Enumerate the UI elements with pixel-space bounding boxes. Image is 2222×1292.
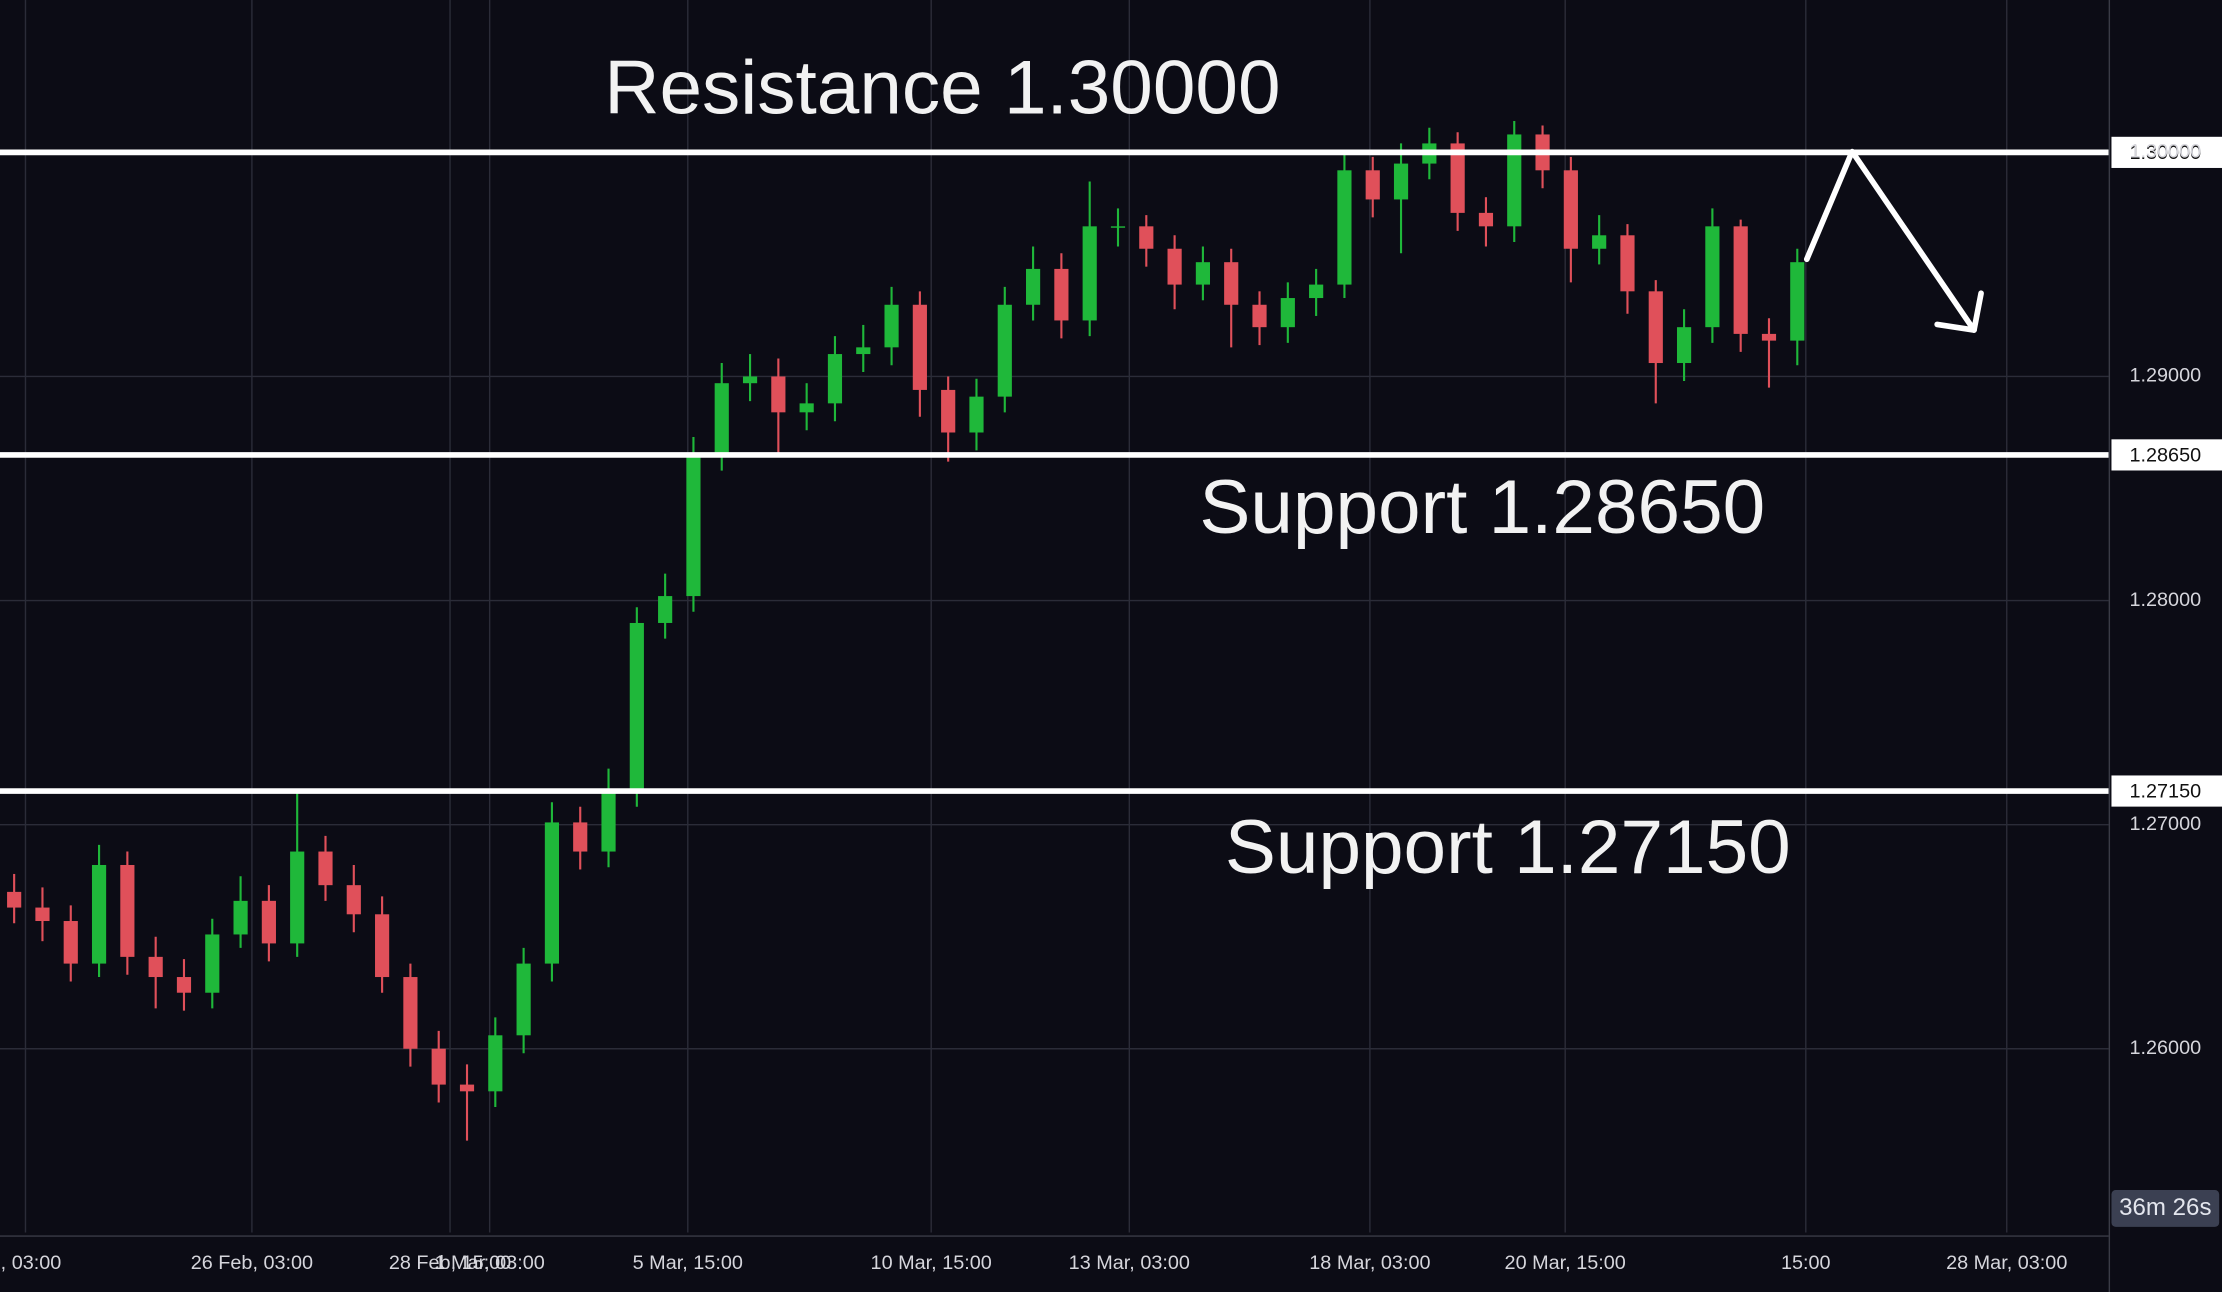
candle-body [544,822,560,964]
x-tick-label: 10 Mar, 15:00 [871,1252,992,1274]
projection-arrow [1803,148,1984,333]
candles [7,121,1805,1141]
candle-body [1082,226,1097,321]
candle-body [261,900,276,944]
candle-body [884,304,899,348]
candle-body [714,383,729,455]
candle-body [1280,298,1295,328]
level-annotation: Resistance 1.30000 [604,46,1280,131]
candle-body [1195,262,1210,285]
candle-body [1592,235,1607,249]
candle-body [1450,143,1465,213]
candle-body [459,1084,475,1092]
candle-body [1337,170,1352,285]
countdown-label: 36m 26s [2119,1194,2211,1221]
axes: 1.26000 1.27000 1.28000 1.29000 1.30000 b, 03… [0,141,2201,1274]
level-annotation: Support 1.28650 [1199,465,1765,550]
candle-body [1761,333,1777,341]
candle-body [1393,163,1409,200]
x-tick-label: b, 03:00 [0,1252,61,1274]
x-tick-label: 28 Feb, 15:00 [389,1252,511,1274]
candle-body [7,891,22,908]
y-tick-label: 1.29000 [2129,365,2201,387]
x-tick-label: 20 Mar, 15:00 [1505,1252,1626,1274]
countdown: 36m 26s [2111,1190,2220,1227]
candle-body [1733,226,1748,334]
candle-body [1705,226,1720,328]
arrow-head [1934,290,1984,333]
candle-body [516,963,531,1036]
candle-body [1026,268,1041,305]
x-tick-label: 26 Feb, 03:00 [191,1252,313,1274]
candle-body [827,354,843,404]
y-tick-label: 1.26000 [2129,1037,2201,1059]
candle-body [205,934,220,993]
candle-body [35,907,50,922]
candle-body [488,1035,503,1092]
level-tag [2111,439,2222,471]
level-tag [2111,775,2222,807]
level-tag [2111,136,2222,168]
candle-body [346,885,361,915]
candle-body [686,454,701,597]
candle-body [1507,134,1522,227]
candle-body [318,851,333,886]
candle-body [997,304,1012,397]
x-tick-label: 28 Mar, 03:00 [1946,1252,2067,1274]
candle-body [1252,304,1267,328]
candle-body [176,977,192,993]
candle-body [629,622,644,794]
candle-body [742,376,758,384]
candle-body [1167,248,1182,285]
y-tick-label: 1.30000 [2129,141,2201,163]
x-tick-label: 5 Mar, 15:00 [633,1252,743,1274]
candle-body [431,1048,446,1085]
x-tick-label: 13 Mar, 03:00 [1069,1252,1190,1274]
y-tick-label: 1.28000 [2129,589,2201,611]
candle-body [1054,268,1069,321]
x-tick-label: 18 Mar, 03:00 [1309,1252,1430,1274]
candle-body [1309,284,1324,299]
candle-body [1563,170,1578,249]
candle-body [969,396,984,433]
candle-body [148,956,163,978]
candle-body [375,914,390,978]
candle-body [233,900,248,935]
candle-body [290,851,305,944]
candle-body [1365,170,1380,200]
y-tick-label: 1.27000 [2129,813,2201,835]
candle-body [120,864,135,957]
candle-body [91,864,107,964]
level-tag-label: 1.28650 [2129,445,2201,467]
countdown-box [2111,1190,2220,1227]
candle-body [573,822,588,852]
levels: 1.30000 Resistance 1.30000 1.28650 Support … [0,46,2222,890]
candle-body [856,347,871,355]
candle-body [1790,262,1805,341]
candle-body [1676,327,1692,364]
candle-body [1224,262,1239,305]
candle-body [658,596,673,623]
x-tick-label: 15:00 [1781,1252,1831,1274]
candle-body [403,977,418,1049]
candle-body [771,376,786,413]
candle-body [1478,212,1494,227]
candle-body [912,304,927,390]
level-annotation: Support 1.27150 [1225,805,1791,890]
x-tick-label: 1 Mar, 03:00 [435,1252,545,1274]
level-tag-label: 1.30000 [2129,142,2201,164]
candle-body [1139,226,1154,249]
candle-body [601,793,616,852]
candle-body [1110,226,1126,228]
candle-body [799,403,814,413]
arrow-path [1803,148,1977,333]
candle-body [63,921,78,964]
candle-body [1648,291,1663,364]
candle-body [1620,235,1635,292]
level-tag-label: 1.27150 [2129,781,2201,803]
candle-body [941,389,956,433]
